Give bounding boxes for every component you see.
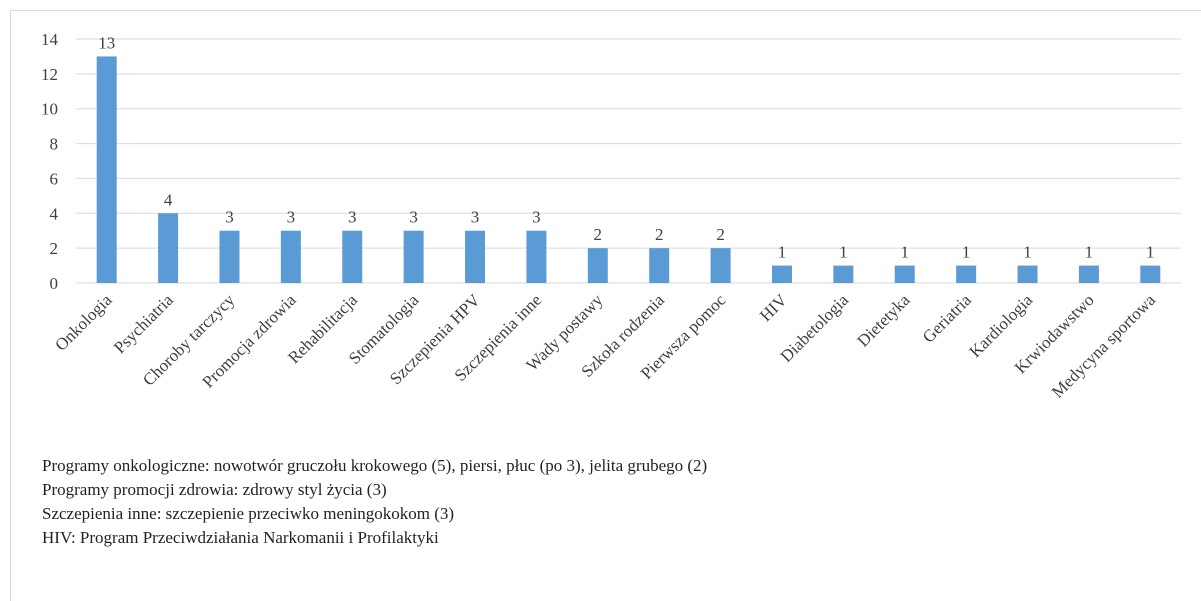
data-label: 1 xyxy=(1146,243,1155,262)
y-tick-label: 4 xyxy=(50,204,59,223)
x-tick-label: HIV xyxy=(756,290,791,325)
x-tick-label: Onkologia xyxy=(51,290,116,355)
bar xyxy=(1078,265,1099,283)
data-label: 3 xyxy=(532,208,541,227)
y-tick-label: 6 xyxy=(50,169,59,188)
data-label: 3 xyxy=(287,208,296,227)
bar xyxy=(526,230,547,283)
y-tick-label: 8 xyxy=(50,135,59,154)
note: HIV: Program Przeciwdziałania Narkomanii… xyxy=(42,528,439,547)
y-tick-label: 0 xyxy=(50,274,59,293)
bar xyxy=(894,265,915,283)
data-label: 1 xyxy=(901,243,910,262)
x-tick-label: Medycyna sportowa xyxy=(1048,290,1160,402)
data-label: 13 xyxy=(98,33,115,52)
bar xyxy=(403,230,424,283)
data-label: 1 xyxy=(778,243,787,262)
y-tick-label: 14 xyxy=(41,30,59,49)
bar xyxy=(771,265,792,283)
note: Programy onkologiczne: nowotwór gruczołu… xyxy=(42,456,707,475)
data-label: 3 xyxy=(225,208,234,227)
data-label: 3 xyxy=(471,208,480,227)
data-label: 3 xyxy=(348,208,357,227)
bar xyxy=(465,230,486,283)
data-label: 1 xyxy=(1023,243,1032,262)
bar xyxy=(219,230,240,283)
note: Szczepienia inne: szczepienie przeciwko … xyxy=(42,504,454,523)
bar xyxy=(280,230,301,283)
data-label: 1 xyxy=(839,243,848,262)
bar xyxy=(96,56,117,283)
bar xyxy=(833,265,854,283)
data-label: 2 xyxy=(716,225,725,244)
bar xyxy=(1017,265,1038,283)
y-tick-label: 12 xyxy=(41,65,58,84)
bar xyxy=(1140,265,1161,283)
bar xyxy=(158,213,179,283)
bar xyxy=(649,248,670,283)
data-label: 2 xyxy=(655,225,664,244)
bar xyxy=(710,248,731,283)
data-label: 4 xyxy=(164,190,173,209)
note: Programy promocji zdrowia: zdrowy styl ż… xyxy=(42,480,387,499)
x-tick-label: Dietetyka xyxy=(853,290,913,350)
data-label: 3 xyxy=(409,208,418,227)
x-tick-label: Geriatria xyxy=(919,290,975,346)
bar xyxy=(342,230,363,283)
y-tick-label: 10 xyxy=(41,100,58,119)
bar xyxy=(956,265,977,283)
y-tick-label: 2 xyxy=(50,239,59,258)
data-label: 2 xyxy=(594,225,603,244)
chart-frame xyxy=(10,10,1201,601)
bar xyxy=(587,248,608,283)
data-label: 1 xyxy=(1085,243,1094,262)
data-label: 1 xyxy=(962,243,971,262)
